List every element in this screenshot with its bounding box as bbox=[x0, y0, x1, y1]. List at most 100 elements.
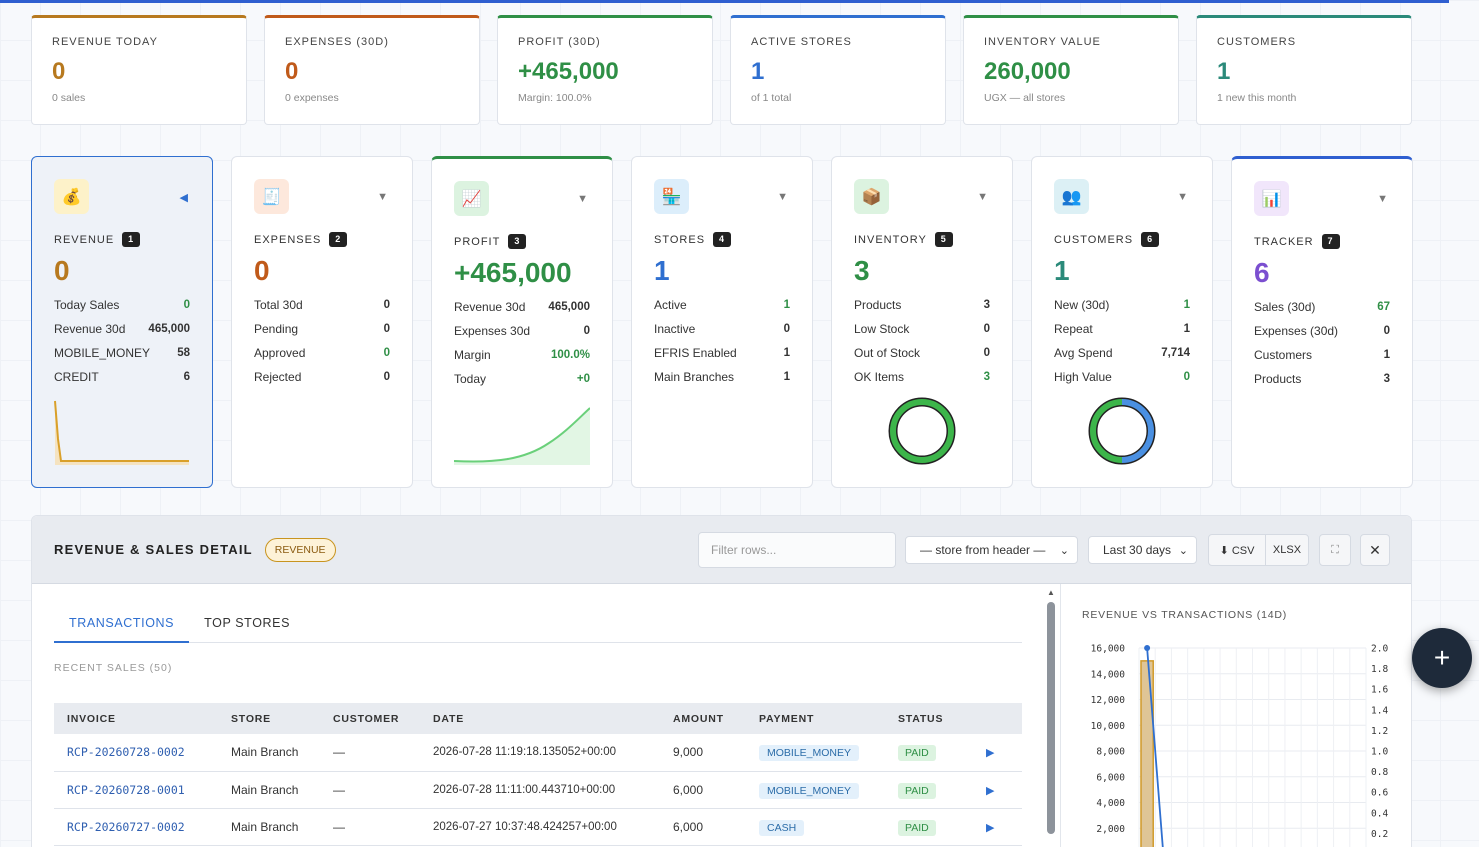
column-header-actions bbox=[973, 703, 1022, 734]
date-cell: 2026-07-28 11:11:00.443710+00:00 bbox=[420, 771, 660, 809]
kpi-active-stores[interactable]: ACTIVE STORES 1 of 1 total bbox=[730, 15, 946, 125]
payment-badge: MOBILE_MONEY bbox=[759, 782, 860, 799]
customer-cell: — bbox=[320, 771, 420, 809]
table-row[interactable]: RCP-20260728-0001 Main Branch — 2026-07-… bbox=[54, 771, 1022, 809]
module-card-expenses[interactable]: 🧾 ▼ EXPENSES 2 0 Total 30d 0 Pending 0 Appr… bbox=[231, 156, 413, 488]
column-header[interactable]: CUSTOMER bbox=[320, 703, 420, 734]
tab-top-stores[interactable]: TOP STORES bbox=[204, 616, 291, 630]
invoice-link[interactable]: RCP-20260728-0002 bbox=[67, 745, 185, 760]
y-right-tick-label: 0.8 bbox=[1371, 767, 1388, 778]
module-stat-row: Products 3 bbox=[854, 298, 990, 312]
module-stat-row: MOBILE_MONEY 58 bbox=[54, 346, 190, 360]
play-icon[interactable]: ▶ bbox=[986, 821, 995, 834]
play-icon[interactable]: ▶ bbox=[986, 784, 995, 797]
expand-toggle-icon[interactable]: ▼ bbox=[377, 191, 388, 203]
y-right-tick-label: 1.4 bbox=[1371, 705, 1388, 716]
kpi-sub: UGX — all stores bbox=[984, 92, 1066, 104]
column-header[interactable]: STORE bbox=[218, 703, 320, 734]
expand-toggle-icon[interactable]: ▼ bbox=[777, 191, 788, 203]
module-value: 1 bbox=[1054, 255, 1070, 286]
module-title: INVENTORY 5 bbox=[854, 232, 990, 247]
table-row[interactable]: RCP-20260727-0002 Main Branch — 2026-07-… bbox=[54, 808, 1022, 846]
kpi-profit[interactable]: PROFIT (30D) +465,000 Margin: 100.0% bbox=[497, 15, 713, 125]
store-cell: Main Branch bbox=[218, 808, 320, 846]
expand-toggle-icon[interactable]: ▼ bbox=[1177, 191, 1188, 203]
add-fab-button[interactable]: + bbox=[1412, 628, 1472, 688]
range-select-value: Last 30 days bbox=[1103, 543, 1172, 557]
customer-cell: — bbox=[320, 734, 420, 772]
table-row[interactable]: RCP-20260728-0002 Main Branch — 2026-07-… bbox=[54, 734, 1022, 772]
y-right-tick-label: 0.2 bbox=[1371, 829, 1388, 840]
sparkline-area bbox=[55, 401, 189, 465]
table-scrollbar[interactable]: ▲ bbox=[1046, 588, 1056, 847]
transactions-table: INVOICE STORE CUSTOMER DATE AMOUNT PAYME… bbox=[54, 703, 1022, 846]
module-stat-row: Main Branches 1 bbox=[654, 370, 790, 384]
export-xlsx-button[interactable]: XLSX bbox=[1265, 534, 1309, 566]
kpi-expenses[interactable]: EXPENSES (30D) 0 0 expenses bbox=[264, 15, 480, 125]
module-card-inventory[interactable]: 📦 ▼ INVENTORY 5 3 Products 3 Low Stock 0 Ou… bbox=[831, 156, 1013, 488]
module-value: 0 bbox=[254, 255, 270, 286]
module-title: STORES 4 bbox=[654, 232, 790, 247]
y-left-tick-label: 8,000 bbox=[1096, 747, 1125, 758]
expand-toggle-icon[interactable]: ▼ bbox=[1377, 193, 1388, 205]
kpi-sub: of 1 total bbox=[751, 92, 792, 104]
module-stat-row: Low Stock 0 bbox=[854, 322, 990, 336]
module-card-revenue[interactable]: 💰 ◀ REVENUE 1 0 Today Sales 0 Revenue 30d 4… bbox=[31, 156, 213, 488]
revenue-transactions-chart: 16,000 14,000 12,000 10,000 8,000 6,000 4,000 2… bbox=[1091, 644, 1388, 847]
export-csv-button[interactable]: ⬇ CSV bbox=[1208, 534, 1266, 566]
scroll-up-icon[interactable]: ▲ bbox=[1047, 588, 1055, 597]
scrollbar-thumb[interactable] bbox=[1047, 602, 1055, 834]
kpi-customers[interactable]: CUSTOMERS 1 1 new this month bbox=[1196, 15, 1412, 125]
play-icon[interactable]: ▶ bbox=[986, 747, 995, 760]
module-stat-row: High Value 0 bbox=[1054, 370, 1190, 384]
range-select[interactable]: Last 30 days ⌄ bbox=[1088, 536, 1197, 564]
y-left-tick-label: 16,000 bbox=[1091, 644, 1126, 655]
close-icon[interactable]: ✕ bbox=[1360, 534, 1390, 566]
column-header[interactable]: AMOUNT bbox=[660, 703, 746, 734]
module-stat-row: New (30d) 1 bbox=[1054, 298, 1190, 312]
kpi-label: REVENUE TODAY bbox=[52, 36, 158, 48]
module-card-profit[interactable]: 📈 ▼ PROFIT 3 +465,000 Revenue 30d 465,000 … bbox=[431, 156, 613, 488]
filter-rows-input[interactable] bbox=[698, 532, 896, 568]
expand-toggle-icon[interactable]: ▼ bbox=[977, 191, 988, 203]
kpi-label: INVENTORY VALUE bbox=[984, 36, 1101, 48]
store-select[interactable]: — store from header — ⌄ bbox=[905, 536, 1078, 564]
customers-donut bbox=[1088, 397, 1156, 465]
tab-transactions[interactable]: TRANSACTIONS bbox=[54, 609, 190, 643]
column-header[interactable]: STATUS bbox=[885, 703, 973, 734]
receipt-icon: 🧾 bbox=[254, 179, 289, 214]
invoice-link[interactable]: RCP-20260728-0001 bbox=[67, 782, 185, 797]
y-right-tick-label: 1.2 bbox=[1371, 726, 1388, 737]
module-title: REVENUE 1 bbox=[54, 232, 190, 247]
y-right-tick-label: 0.4 bbox=[1371, 808, 1388, 819]
module-value: 6 bbox=[1254, 257, 1270, 288]
kpi-label: CUSTOMERS bbox=[1217, 36, 1297, 48]
expand-icon[interactable]: ⛶ bbox=[1319, 534, 1351, 566]
kpi-inventory-value[interactable]: INVENTORY VALUE 260,000 UGX — all stores bbox=[963, 15, 1179, 125]
module-stat-row: EFRIS Enabled 1 bbox=[654, 346, 790, 360]
detail-panel-header: REVENUE & SALES DETAIL REVENUE — store f… bbox=[32, 516, 1411, 584]
module-card-tracker[interactable]: 📊 ▼ TRACKER 7 6 Sales (30d) 67 Expenses (3… bbox=[1231, 156, 1413, 488]
kpi-value: 1 bbox=[751, 58, 765, 85]
invoice-link[interactable]: RCP-20260727-0002 bbox=[67, 819, 185, 834]
collapse-toggle-icon[interactable]: ◀ bbox=[179, 192, 188, 204]
date-cell: 2026-07-27 10:37:48.424257+00:00 bbox=[420, 808, 660, 846]
detail-panel: REVENUE & SALES DETAIL REVENUE — store f… bbox=[31, 515, 1412, 847]
module-row: 💰 ◀ REVENUE 1 0 Today Sales 0 Revenue 30d 4… bbox=[31, 156, 1413, 488]
module-stat-row: Total 30d 0 bbox=[254, 298, 390, 312]
module-stat-row: OK Items 3 bbox=[854, 370, 990, 384]
top-accent-bar bbox=[0, 0, 1449, 3]
column-header[interactable]: INVOICE bbox=[54, 703, 218, 734]
kpi-revenue-today[interactable]: REVENUE TODAY 0 0 sales bbox=[31, 15, 247, 125]
module-card-customers[interactable]: 👥 ▼ CUSTOMERS 6 1 New (30d) 1 Repeat 1 Avg … bbox=[1031, 156, 1213, 488]
store-icon: 🏪 bbox=[654, 179, 689, 214]
inventory-donut bbox=[888, 397, 956, 465]
sparkline-area bbox=[454, 408, 590, 465]
column-header[interactable]: PAYMENT bbox=[746, 703, 885, 734]
transactions-point bbox=[1144, 645, 1151, 651]
module-stat-row: Pending 0 bbox=[254, 322, 390, 336]
expand-toggle-icon[interactable]: ▼ bbox=[577, 193, 588, 205]
kpi-label: PROFIT (30D) bbox=[518, 36, 601, 48]
module-card-stores[interactable]: 🏪 ▼ STORES 4 1 Active 1 Inactive 0 EFRIS En… bbox=[631, 156, 813, 488]
column-header[interactable]: DATE bbox=[420, 703, 660, 734]
